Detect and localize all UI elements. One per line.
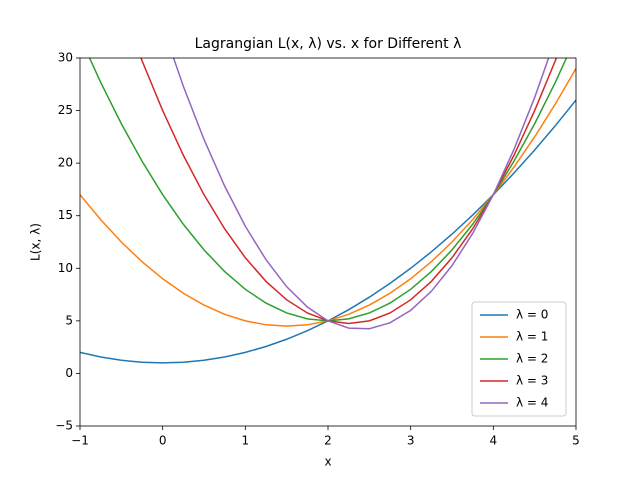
plot-area [80, 58, 576, 364]
x-axis-label: x [324, 455, 331, 469]
legend-label: λ = 3 [516, 374, 548, 388]
series-line [172, 58, 550, 330]
x-tick-label: 2 [324, 434, 332, 448]
y-tick-label: 5 [65, 313, 73, 327]
legend-label: λ = 0 [516, 308, 548, 322]
y-tick-label: 0 [65, 366, 73, 380]
y-tick-label: −5 [55, 419, 73, 433]
legend-box [471, 301, 567, 417]
legend-label: λ = 4 [516, 396, 548, 410]
legend-label: λ = 1 [516, 330, 548, 344]
y-tick-label: 10 [58, 261, 73, 275]
x-tick-label: 5 [572, 434, 580, 448]
series-line [80, 68, 576, 327]
y-axis-label: L(x, λ) [29, 223, 43, 261]
chart-title: Lagrangian L(x, λ) vs. x for Different λ [195, 36, 462, 52]
x-tick-label: 3 [407, 434, 415, 448]
y-tick-label: 30 [58, 51, 73, 65]
y-tick-label: 20 [58, 156, 73, 170]
x-tick-label: 0 [159, 434, 167, 448]
x-tick-label: −1 [71, 434, 89, 448]
y-tick-label: 25 [58, 103, 73, 117]
x-tick-label: 1 [242, 434, 250, 448]
y-tick-label: 15 [58, 208, 73, 222]
x-tick-label: 4 [490, 434, 498, 448]
legend-label: λ = 2 [516, 352, 548, 366]
